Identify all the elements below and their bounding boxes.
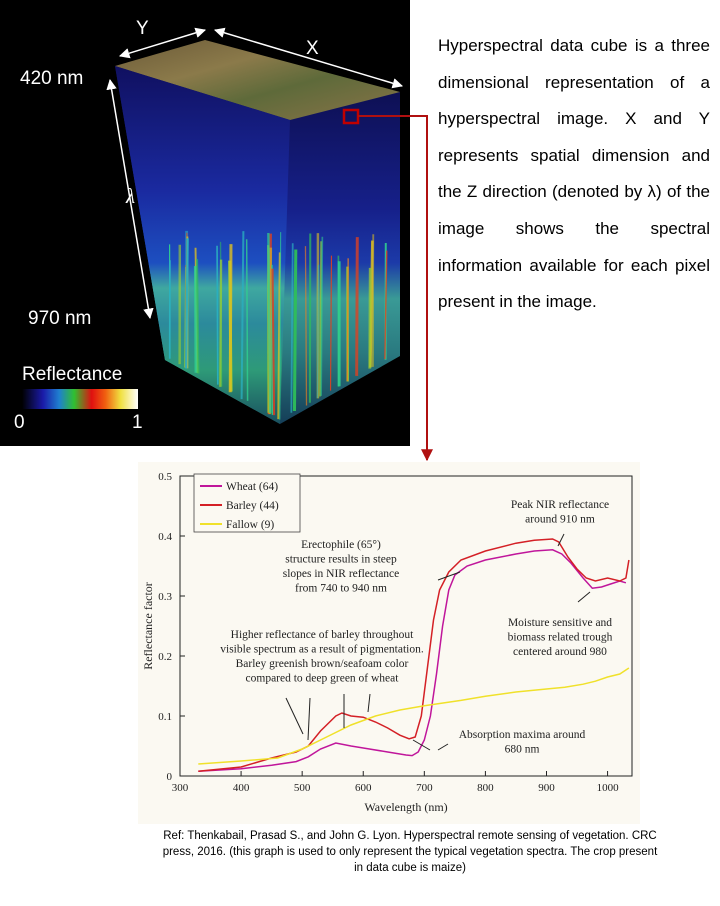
spectral-reflectance-chart: 300 400 500 600 700 800 900 1000 0 0.1 0.2 0.3 0.4 0.… <box>141 471 633 814</box>
y-axis-title: Reflectance factor <box>141 582 155 670</box>
plot-frame <box>179 475 633 777</box>
annotation-arrow <box>412 739 431 751</box>
y-tick-label: 0 <box>167 771 173 783</box>
spectral-stripe <box>219 259 223 387</box>
spectral-stripe <box>316 264 320 399</box>
y-tick-label: 0.3 <box>158 591 172 603</box>
spectral-stripe <box>292 249 298 412</box>
annotation-arrow <box>437 571 461 581</box>
x-tick-label: 500 <box>294 782 311 794</box>
series-line <box>198 667 630 765</box>
y-tick-label: 0.5 <box>158 471 172 483</box>
series-line <box>198 549 627 772</box>
x-tick-label: 600 <box>355 782 372 794</box>
plot-legend: Wheat (64) Barley (44) Fallow (9) <box>193 473 301 533</box>
spectral-stripe <box>216 245 219 385</box>
spectral-stripe <box>290 243 294 413</box>
y-tick-label: 0.1 <box>158 711 172 723</box>
annotation-arrow <box>367 693 371 713</box>
spectral-stripe <box>185 238 189 369</box>
x-axis-title: Wavelength (nm) <box>364 800 447 814</box>
colorbar-title: Reflectance <box>22 364 123 385</box>
bottom-wavelength-label: 970 nm <box>28 308 92 329</box>
x-tick-label: 1000 <box>597 782 620 794</box>
legend-label: Barley (44) <box>226 500 279 512</box>
legend-label: Fallow (9) <box>226 519 274 531</box>
spectral-stripe <box>228 244 233 393</box>
colorbar-max-label: 1 <box>132 412 143 433</box>
reference-citation: Ref: Thenkabail, Prasad S., and John G. … <box>162 830 658 874</box>
spectral-stripe <box>245 239 249 401</box>
lambda-axis-label: λ <box>126 184 136 208</box>
y-axis-label: Y <box>136 18 149 39</box>
spectral-stripe <box>279 232 282 420</box>
x-axis-label: X <box>306 38 319 59</box>
plot-annotation: Moisture sensitive and biomass related tr… <box>508 617 613 658</box>
x-tick-label: 900 <box>538 782 555 794</box>
spectral-stripe <box>267 233 272 413</box>
spectral-stripe <box>318 241 323 397</box>
annotation-arrow <box>577 591 591 603</box>
spectral-stripe <box>193 265 198 373</box>
annotation-arrow <box>285 697 304 735</box>
x-tick-label: 700 <box>416 782 433 794</box>
x-tick-label: 300 <box>172 782 189 794</box>
spectral-stripe <box>320 236 324 396</box>
spectral-stripe <box>277 252 281 420</box>
x-axis-arrow <box>213 27 404 89</box>
cube-description: Hyperspectral data cube is a three dimen… <box>438 36 710 312</box>
annotation-arrow <box>437 743 449 751</box>
plot-annotations: Peak NIR reflectance around 910 nm Erectop… <box>220 499 612 756</box>
y-axis-arrow <box>118 27 207 59</box>
top-wavelength-label: 420 nm <box>20 68 84 89</box>
plot-annotation: Higher reflectance of barley throughout v… <box>220 629 424 685</box>
x-tick-label: 800 <box>477 782 494 794</box>
spectral-stripe <box>304 246 308 406</box>
legend-label: Wheat (64) <box>226 481 278 493</box>
plot-annotation: Peak NIR reflectance around 910 nm <box>511 499 609 526</box>
hyperspectral-cube-panel: Y X λ 420 nm 970 nm Reflectance 0 1 <box>0 0 410 446</box>
x-tick-label: 400 <box>233 782 250 794</box>
spectral-stripe <box>346 258 349 382</box>
lambda-axis-arrow <box>106 78 154 320</box>
plot-annotation: Erectophile (65°) structure results in st… <box>283 539 400 595</box>
spectral-stripe <box>240 231 245 400</box>
spectral-plot-panel: 300 400 500 600 700 800 900 1000 0 0.1 0.2 0.3 0.4 0.… <box>138 462 640 824</box>
plot-annotation: Absorption maxima around 680 nm <box>459 729 586 756</box>
colorbar <box>22 389 138 409</box>
y-tick-label: 0.2 <box>158 651 172 663</box>
plot-axes: 300 400 500 600 700 800 900 1000 0 0.1 0.2 0.3 0.4 0.… <box>141 471 633 814</box>
hyperspectral-cube-graphic <box>22 27 404 424</box>
spectral-stripe <box>195 259 200 374</box>
series-line <box>198 538 630 772</box>
legend-box <box>193 473 301 533</box>
annotation-arrow <box>307 697 311 741</box>
spectral-stripe <box>355 237 359 376</box>
spectral-stripe <box>329 255 333 391</box>
plot-series-lines <box>198 538 630 772</box>
colorbar-min-label: 0 <box>14 412 25 433</box>
y-tick-label: 0.4 <box>158 531 172 543</box>
annotation-arrow <box>557 533 565 547</box>
spectral-stripe <box>271 268 276 416</box>
